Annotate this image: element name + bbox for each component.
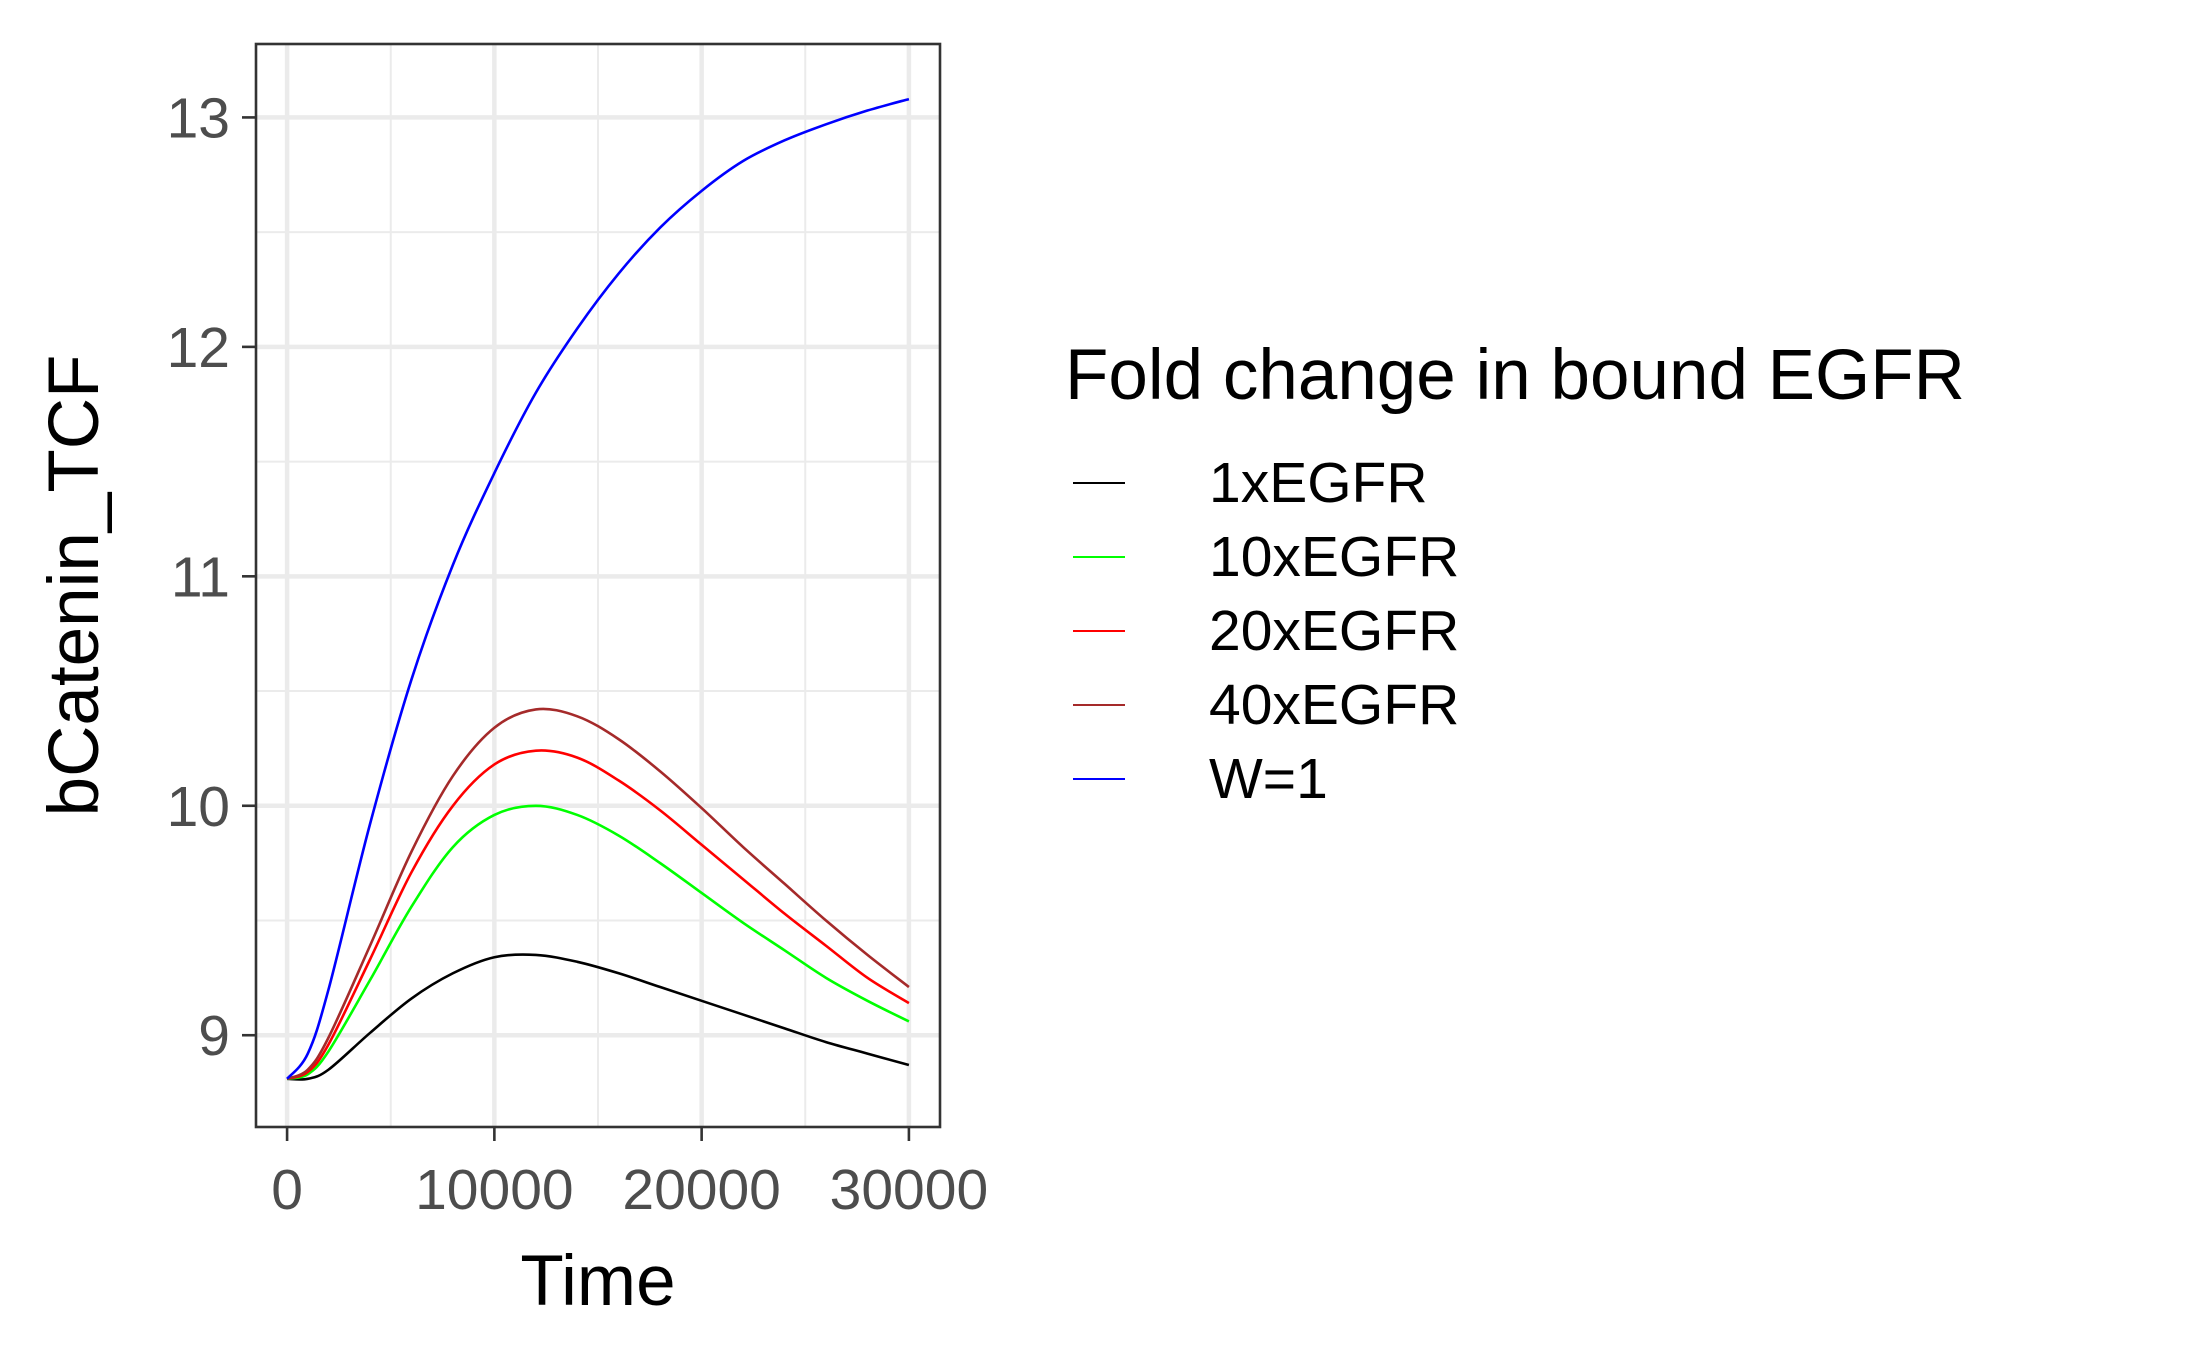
legend-title: Fold change in bound EGFR xyxy=(1065,336,1965,415)
legend-item: 10xEGFR xyxy=(1065,520,1965,594)
x-tick-label: 0 xyxy=(271,1158,303,1222)
series-line-w-1 xyxy=(286,97,910,1080)
x-tick-label: 20000 xyxy=(622,1158,781,1222)
grid-minor xyxy=(256,44,940,1127)
grid-major xyxy=(256,44,940,1127)
legend-label: 10xEGFR xyxy=(1209,525,1460,589)
y-tick-label: 13 xyxy=(167,86,230,150)
x-axis: 0 10000 20000 30000 xyxy=(271,1127,988,1222)
x-axis-title: Time xyxy=(520,1242,675,1321)
y-tick-label: 12 xyxy=(167,316,230,380)
legend-items: 1xEGFR 10xEGFR 20xEGFR 40xEGFR W=1 xyxy=(1065,446,1965,816)
legend-label: 20xEGFR xyxy=(1209,599,1460,663)
legend-item: 20xEGFR xyxy=(1065,594,1965,668)
legend-item: 1xEGFR xyxy=(1065,446,1965,520)
legend-label: 1xEGFR xyxy=(1209,451,1428,515)
legend-item: W=1 xyxy=(1065,742,1965,816)
legend: Fold change in bound EGFR 1xEGFR 10xEGFR 2… xyxy=(1065,335,1965,816)
y-tick-label: 11 xyxy=(171,545,230,609)
legend-label: 40xEGFR xyxy=(1209,673,1460,737)
legend-key-line xyxy=(1073,556,1125,558)
legend-label: W=1 xyxy=(1209,747,1328,811)
y-tick-label: 10 xyxy=(167,775,230,839)
series-line-20xegfr xyxy=(286,749,910,1081)
series-line-1xegfr xyxy=(287,953,910,1081)
y-axis-title: bCatenin_TCF xyxy=(35,355,114,817)
legend-key-line xyxy=(1073,778,1125,780)
y-tick-label: 9 xyxy=(198,1004,230,1068)
series-line-10xegfr xyxy=(286,804,910,1081)
legend-item: 40xEGFR xyxy=(1065,668,1965,742)
x-tick-label: 10000 xyxy=(415,1158,574,1222)
panel-border xyxy=(254,42,942,1129)
series-lines xyxy=(286,97,910,1081)
series-line-40xegfr xyxy=(286,707,910,1081)
y-axis: 9 10 11 12 13 xyxy=(167,86,256,1068)
x-tick-label: 30000 xyxy=(830,1158,989,1222)
legend-key-line xyxy=(1073,482,1125,484)
legend-key-line xyxy=(1073,704,1125,706)
legend-key-line xyxy=(1073,630,1125,632)
